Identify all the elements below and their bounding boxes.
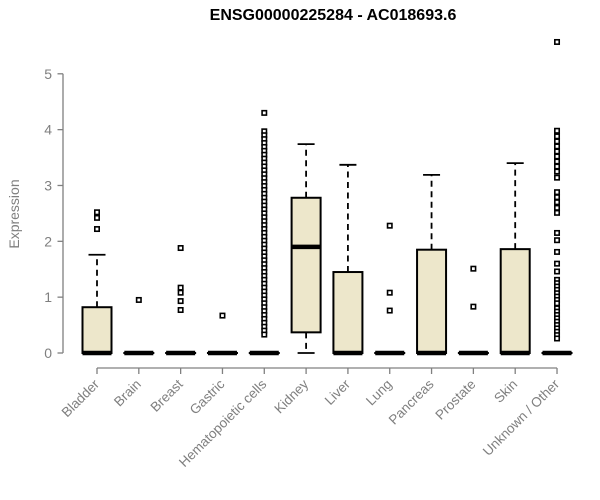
boxplot-bladder [81,209,113,356]
outlier-point [554,209,561,216]
boxplot-unknown-other [541,38,573,356]
y-tick-label: 3 [44,177,52,193]
box-iqr [81,306,113,355]
y-tick-label: 4 [44,122,52,138]
outlier-point [554,168,561,175]
outlier-point [470,265,477,272]
outlier-point [386,222,393,229]
outlier-point [554,237,561,244]
x-tick-label: Pancreas [386,376,437,427]
y-tick-label: 0 [44,345,52,361]
outlier-point [94,214,101,221]
outlier-point [177,245,184,252]
box-iqr [499,248,531,354]
outlier-point [554,153,561,160]
outlier-point [554,248,561,255]
boxplot-prostate [457,265,489,356]
outlier-point [554,335,561,342]
outlier-point [554,189,561,196]
outlier-point [470,303,477,310]
outlier-point [554,199,561,206]
y-tick-label: 2 [44,233,52,249]
x-tick-label: Unknown / Other [480,376,563,459]
outlier-point [135,296,142,303]
outlier-point [554,158,561,165]
boxplot-skin [499,162,531,356]
outlier-point [177,307,184,314]
box-iqr [416,248,448,354]
x-tick-label: Bladder [59,376,103,420]
outlier-point [554,268,561,275]
x-tick-label: Liver [322,376,354,408]
outlier-point [554,260,561,267]
box-iqr [290,196,322,334]
outlier-point [554,133,561,140]
x-tick-label: Prostate [432,377,478,423]
outlier-point [554,174,561,181]
outlier-point [94,226,101,233]
outlier-point [177,284,184,291]
boxplot-lung [374,222,406,356]
outlier-point [554,138,561,145]
x-tick-label: Gastric [187,376,228,417]
boxplot-brain [123,296,155,356]
boxplot-hematopoietic-cells [248,109,280,356]
box-iqr [332,271,364,355]
boxplot-gastric [206,312,238,356]
y-tick-label: 1 [44,289,52,305]
x-tick-label: Kidney [271,376,311,416]
outlier-point [554,229,561,236]
boxplot-liver [332,163,364,356]
outlier-point [554,143,561,150]
outlier-point [386,307,393,314]
outlier-point [177,298,184,305]
outlier-point [219,312,226,319]
outlier-point [94,209,101,216]
outlier-point [177,289,184,296]
outlier-point [554,300,561,307]
y-tick-label: 5 [44,66,52,82]
outlier-point [554,194,561,201]
outlier-point [261,331,268,338]
boxplot-breast [165,245,197,356]
x-tick-label: Breast [148,376,186,414]
outlier-point [554,163,561,170]
outlier-point [554,148,561,155]
outlier-point [554,204,561,211]
outlier-point [554,38,561,45]
x-tick-label: Brain [111,377,144,410]
outlier-point [261,109,268,116]
x-tick-label: Skin [491,377,520,406]
boxplot-kidney [290,143,322,354]
chart-title: ENSG00000225284 - AC018693.6 [209,7,457,24]
x-tick-label: Lung [363,377,395,409]
outlier-point [554,127,561,134]
outlier-point [386,289,393,296]
boxplot-pancreas [416,173,448,356]
